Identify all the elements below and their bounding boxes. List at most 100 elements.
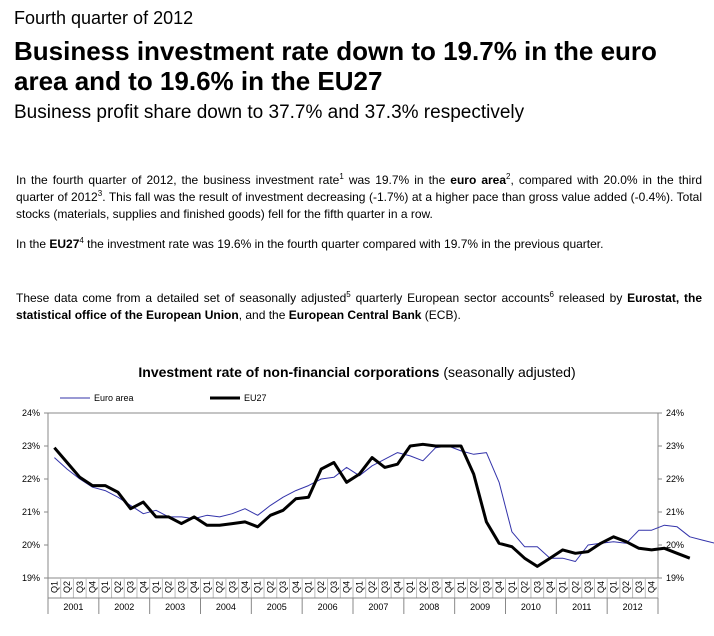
paragraph-source: These data come from a detailed set of s… [16, 290, 702, 324]
release-period: Fourth quarter of 2012 [14, 8, 194, 28]
x-tick-label-year: 2004 [216, 602, 236, 612]
x-tick-label-quarter: Q3 [176, 581, 186, 593]
chart-title-block: Investment rate of non-financial corpora… [0, 364, 714, 380]
x-tick-label-quarter: Q2 [621, 581, 631, 593]
y-tick-label-right: 19% [666, 573, 684, 583]
text: (ECB). [421, 308, 461, 322]
legend-label: Euro area [94, 393, 134, 403]
x-tick-label-year: 2008 [419, 602, 439, 612]
x-tick-label-year: 2010 [521, 602, 541, 612]
x-tick-label-quarter: Q3 [532, 581, 542, 593]
x-tick-label-quarter: Q2 [367, 581, 377, 593]
footnote-ref: 3 [97, 189, 103, 198]
x-tick-label-quarter: Q2 [418, 581, 428, 593]
paragraph-euro-area: In the fourth quarter of 2012, the busin… [16, 172, 702, 223]
paragraph-eu27: In the EU274 the investment rate was 19.… [16, 236, 702, 253]
x-tick-label-year: 2005 [267, 602, 287, 612]
x-tick-label-year: 2007 [368, 602, 388, 612]
x-tick-label-quarter: Q4 [189, 581, 199, 593]
text: was 19.7% in the [343, 173, 451, 187]
text: , and the [238, 308, 289, 322]
x-tick-label-quarter: Q4 [342, 581, 352, 593]
x-tick-label-quarter: Q3 [278, 581, 288, 593]
chart-title: Investment rate of non-financial corpora… [138, 364, 440, 380]
footnote-ref: 6 [549, 290, 554, 299]
x-tick-label-quarter: Q2 [265, 581, 275, 593]
x-tick-label-quarter: Q1 [609, 581, 619, 593]
y-tick-label-right: 21% [666, 507, 684, 517]
x-tick-label-quarter: Q4 [240, 581, 250, 593]
x-tick-label-quarter: Q1 [49, 581, 59, 593]
text: . This fall was the result of investment… [16, 190, 702, 221]
bold-text: Eurostat, the statistical office of the … [16, 291, 702, 322]
x-tick-label-quarter: Q1 [354, 581, 364, 593]
x-tick-label-year: 2001 [63, 602, 83, 612]
x-tick-label-quarter: Q1 [456, 581, 466, 593]
x-tick-label-quarter: Q3 [380, 581, 390, 593]
x-tick-label-quarter: Q4 [494, 581, 504, 593]
bold-text: EU27 [49, 237, 80, 251]
y-tick-label-right: 23% [666, 441, 684, 451]
x-tick-label-quarter: Q2 [520, 581, 530, 593]
text: These data come from a detailed set of s… [16, 291, 347, 305]
x-tick-label-quarter: Q4 [647, 581, 657, 593]
x-tick-label-quarter: Q2 [113, 581, 123, 593]
x-tick-label-year: 2006 [318, 602, 338, 612]
legend-label: EU27 [244, 393, 267, 403]
text: quarterly European sector accounts [350, 291, 550, 305]
text: In the fourth quarter of 2012, the busin… [16, 173, 340, 187]
x-tick-label-quarter: Q3 [431, 581, 441, 593]
y-tick-label-right: 22% [666, 474, 684, 484]
x-tick-label-quarter: Q1 [558, 581, 568, 593]
footnote-ref: 5 [346, 290, 351, 299]
investment-rate-chart: 24% 24%23% 23%22% 22%21% 21%20% 20%19% 19%Q1 Q2… [22, 393, 714, 614]
x-tick-label-quarter: Q1 [405, 581, 415, 593]
x-tick-label-quarter: Q3 [126, 581, 136, 593]
x-tick-label-quarter: Q1 [253, 581, 263, 593]
x-tick-label-quarter: Q2 [570, 581, 580, 593]
x-tick-label-quarter: Q2 [316, 581, 326, 593]
y-tick-label-left: 24% [22, 408, 40, 418]
x-tick-label-quarter: Q4 [545, 581, 555, 593]
x-tick-label-quarter: Q4 [138, 581, 148, 593]
x-tick-label-quarter: Q1 [507, 581, 517, 593]
x-tick-label-quarter: Q3 [634, 581, 644, 593]
x-tick-label-quarter: Q3 [75, 581, 85, 593]
x-tick-label-year: 2012 [623, 602, 643, 612]
y-tick-label-left: 20% [22, 540, 40, 550]
text: released by [553, 291, 628, 305]
footnote-ref: 1 [339, 172, 344, 181]
x-tick-label-quarter: Q4 [87, 581, 97, 593]
y-tick-label-left: 19% [22, 573, 40, 583]
series-line-euro-area [54, 445, 714, 562]
x-tick-label-quarter: Q2 [469, 581, 479, 593]
series-line-eu27 [53, 442, 691, 568]
x-tick-label-quarter: Q1 [151, 581, 161, 593]
bold-text: euro area [450, 173, 507, 187]
x-tick-label-year: 2009 [470, 602, 490, 612]
chart-subtitle: (seasonally adjusted) [443, 364, 576, 380]
x-tick-label-quarter: Q4 [291, 581, 301, 593]
x-tick-label-quarter: Q3 [583, 581, 593, 593]
y-tick-label-left: 23% [22, 441, 40, 451]
text: the investment rate was 19.6% in the fou… [83, 237, 604, 251]
x-tick-label-quarter: Q2 [164, 581, 174, 593]
headline: Business investment rate down to 19.7% i… [14, 36, 657, 96]
x-tick-label-quarter: Q2 [215, 581, 225, 593]
x-tick-label-quarter: Q4 [443, 581, 453, 593]
x-tick-label-quarter: Q4 [596, 581, 606, 593]
x-tick-label-quarter: Q1 [100, 581, 110, 593]
subheadline: Business profit share down to 37.7% and … [14, 102, 525, 123]
footnote-ref: 2 [506, 172, 511, 181]
bold-text: European Central Bank [288, 308, 422, 322]
footnote-ref: 4 [79, 236, 84, 245]
x-tick-label-quarter: Q1 [202, 581, 212, 593]
y-tick-label-left: 21% [22, 507, 40, 517]
x-tick-label-quarter: Q2 [62, 581, 72, 593]
y-tick-label-right: 24% [666, 408, 684, 418]
y-tick-label-right: 20% [666, 540, 684, 550]
x-tick-label-quarter: Q3 [329, 581, 339, 593]
text: In the [16, 237, 50, 251]
y-tick-label-left: 22% [22, 474, 40, 484]
